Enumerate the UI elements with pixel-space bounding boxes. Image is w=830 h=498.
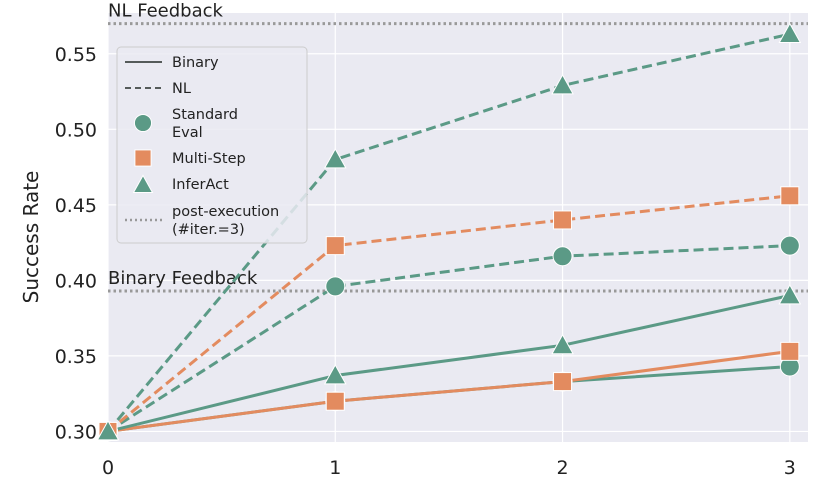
legend-box	[116, 46, 308, 244]
legend-label-inferact: InferAct	[172, 177, 229, 193]
y-axis-title: Success Rate	[19, 171, 43, 304]
data-point-inferact-binary	[778, 283, 802, 305]
series-line-inferact-nl	[106, 32, 791, 433]
data-point-multi-step-nl	[553, 210, 573, 230]
data-point-multi-step-nl	[325, 236, 345, 256]
y-tick-label: 0.55	[55, 44, 97, 66]
legend-label-multi-step: Multi-Step	[172, 151, 246, 167]
data-point-standard-eval-nl	[779, 235, 800, 256]
x-tick-label: 1	[329, 457, 341, 479]
series-layer	[106, 32, 791, 433]
legend-label-post-execution-iter-3: post-execution (#iter.=3)	[172, 204, 279, 238]
binary-feedback-label: Binary Feedback	[108, 268, 258, 289]
legend-triangle-icon	[132, 174, 154, 194]
y-tick-label: 0.45	[55, 195, 97, 217]
data-point-multi-step-binary	[553, 372, 573, 392]
data-point-inferact-nl	[551, 73, 574, 95]
x-tick-labels: 0 1 2 3	[102, 457, 796, 479]
data-point-inferact-binary	[323, 364, 347, 385]
series-line-multi-step-nl	[107, 194, 790, 433]
data-point-multi-step-binary	[325, 391, 345, 411]
series-line-multi-step-binary	[107, 349, 791, 433]
data-point-standard-eval-nl	[325, 276, 346, 297]
legend: Binary NL Standard Eval Multi-Step InferAct po…	[116, 46, 308, 244]
data-point-multi-step-binary	[780, 341, 800, 361]
data-point-inferact-binary	[551, 333, 574, 355]
data-point-inferact-nl	[323, 147, 347, 169]
series-line-inferact-binary	[107, 294, 791, 433]
legend-label-nl: NL	[172, 81, 191, 97]
data-point-standard-eval-nl	[552, 246, 573, 267]
data-point-multi-step-nl	[780, 186, 800, 206]
x-tick-label: 0	[102, 457, 114, 479]
marker-layer	[96, 22, 802, 442]
legend-label-standard-eval: Standard Eval	[172, 107, 238, 141]
legend-square-icon	[134, 149, 152, 167]
nl-feedback-label: NL Feedback	[108, 1, 224, 22]
y-tick-label: 0.40	[55, 270, 97, 292]
x-tick-label: 3	[784, 457, 796, 479]
y-tick-label: 0.35	[55, 346, 97, 368]
legend-circle-icon	[133, 113, 153, 133]
series-line-standard-eval-nl	[107, 244, 790, 433]
y-tick-label: 0.30	[55, 421, 97, 443]
y-tick-labels: 0.30 0.35 0.40 0.45 0.50 0.55	[55, 44, 97, 444]
legend-label-binary: Binary	[172, 55, 219, 71]
x-tick-label: 2	[556, 457, 568, 479]
data-point-inferact-nl	[778, 22, 802, 44]
data-point-inferact-nl	[96, 419, 120, 441]
y-tick-label: 0.50	[55, 119, 97, 141]
